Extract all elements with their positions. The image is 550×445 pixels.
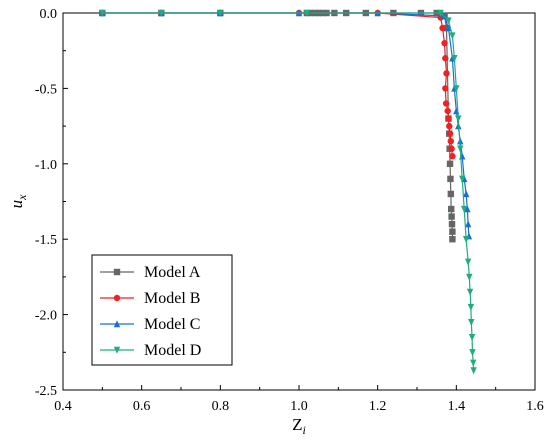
x-axis-title-main: Z (292, 415, 302, 434)
series-model-c (99, 9, 473, 240)
series-model-b (99, 9, 456, 160)
y-axis-title: ux (7, 194, 29, 209)
x-axis-title-sub: i (303, 423, 306, 437)
legend-marker (113, 320, 121, 328)
x-axis-title: Zi (292, 415, 306, 437)
series-model-a (99, 9, 456, 243)
y-tick-label: 0.0 (40, 7, 58, 22)
data-point (445, 115, 452, 122)
legend-marker (113, 268, 121, 276)
data-point (442, 55, 449, 62)
data-point (449, 228, 456, 235)
y-tick-label: -2.0 (35, 309, 57, 324)
data-point (442, 85, 449, 92)
series-line-model-a (102, 12, 453, 240)
data-point (445, 24, 452, 32)
data-point (439, 24, 446, 32)
y-tick-label: -2.5 (35, 384, 57, 399)
y-axis-title-sub: x (15, 194, 29, 201)
x-tick-label: 1.2 (369, 399, 387, 414)
series-model-d (99, 9, 477, 375)
x-tick-label: 0.8 (212, 399, 230, 414)
legend-marker (113, 346, 121, 354)
data-point (449, 153, 456, 160)
data-point (448, 220, 456, 228)
legend-label: Model B (144, 290, 200, 307)
data-point (468, 318, 475, 326)
data-point (448, 145, 455, 152)
data-point (469, 349, 476, 357)
data-point (461, 205, 468, 213)
data-point (455, 115, 462, 123)
axes: 0.4 0.6 0.8 1.0 1.2 1.4 1.6 0.0 -0.5 -1.0 -1.5 -2.0… (35, 7, 544, 414)
x-tick-label: 1.6 (526, 399, 544, 414)
data-point (447, 190, 455, 198)
data-point (303, 9, 311, 17)
y-tick-label: -1.0 (35, 158, 57, 173)
data-point (441, 39, 448, 47)
x-tick-label: 1.4 (448, 399, 466, 414)
data-point (447, 175, 454, 183)
data-point (444, 107, 451, 115)
data-point (462, 236, 470, 243)
data-point (470, 359, 477, 367)
data-point (453, 107, 460, 115)
y-tick-label: -1.5 (35, 233, 57, 248)
legend-label: Model A (144, 264, 201, 281)
y-tick-label: -0.5 (35, 82, 57, 97)
legend-label: Model D (144, 342, 201, 359)
legend-marker (113, 294, 121, 302)
data-point (448, 205, 455, 213)
data-point (457, 145, 464, 153)
legend-item: Model A (100, 264, 201, 281)
data-point (464, 220, 472, 228)
x-tick-label: 0.4 (54, 399, 72, 414)
data-point (462, 190, 470, 198)
legend: Model A Model B Model C Model D (91, 254, 233, 366)
axis-titles: Zi ux (7, 194, 306, 437)
data-point (447, 137, 455, 145)
data-point (446, 122, 453, 130)
data-point (449, 236, 456, 243)
data-point (466, 288, 474, 296)
data-point (158, 9, 165, 17)
x-tick-label: 0.6 (133, 399, 151, 414)
x-tick-label: 1.0 (290, 399, 308, 414)
y-axis-title-main: u (7, 200, 26, 209)
data-point (453, 85, 460, 93)
legend-item: Model B (100, 290, 200, 307)
data-point (464, 258, 472, 266)
legend-label: Model C (144, 316, 200, 333)
data-point (446, 160, 454, 167)
data-point (217, 9, 224, 17)
data-point (448, 213, 455, 220)
data-point (451, 55, 458, 63)
data-point (443, 70, 450, 77)
data-point (99, 9, 106, 17)
legend-item: Model D (100, 342, 201, 359)
data-point (446, 130, 454, 137)
data-point (459, 175, 466, 183)
data-point (468, 334, 476, 342)
legend-item: Model C (100, 316, 200, 333)
data-point (466, 273, 473, 281)
data-point (449, 32, 456, 40)
data-point (443, 24, 450, 32)
series-line-model-c (102, 12, 470, 237)
series-group (99, 9, 477, 375)
data-point (467, 303, 475, 311)
data-point (464, 205, 471, 213)
data-point (437, 9, 444, 17)
data-point (445, 17, 452, 25)
data-point (442, 100, 450, 107)
series-line-model-b (102, 12, 453, 157)
data-point (470, 367, 477, 375)
